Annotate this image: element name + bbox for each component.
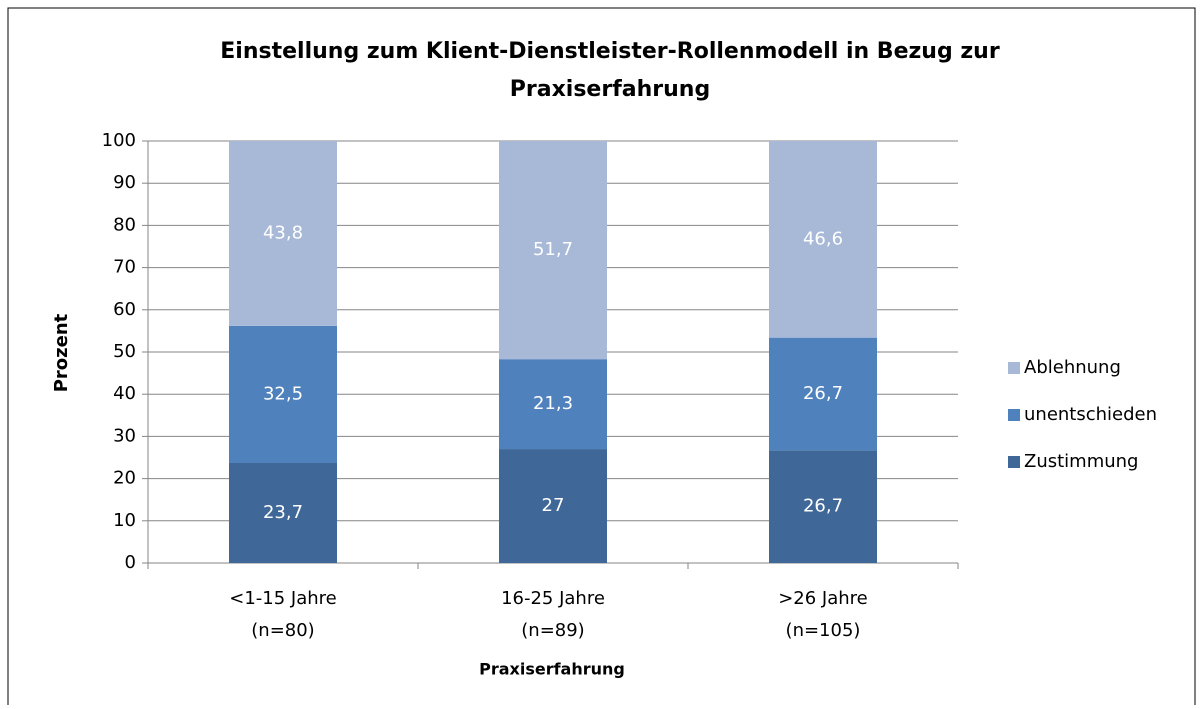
data-label: 32,5 [263, 383, 303, 404]
x-tick-label: >26 Jahre [778, 588, 868, 609]
chart-title: Einstellung zum Klient-Dienstleister-Rol… [220, 39, 1000, 64]
chart-frame [7, 7, 1196, 705]
bar-segment [499, 141, 607, 360]
legend-label: Ablehnung [1024, 357, 1121, 378]
bar-segment [769, 337, 877, 451]
data-label: 43,8 [263, 222, 303, 243]
data-label: 46,6 [803, 228, 843, 249]
bar-segment [499, 359, 607, 450]
bar-segment [499, 449, 607, 563]
y-tick-label: 80 [113, 214, 136, 235]
data-label: 23,7 [263, 502, 303, 523]
bar-segment [769, 450, 877, 563]
y-tick-label: 70 [113, 257, 136, 278]
bar-segment [229, 141, 337, 326]
legend-swatch [1008, 409, 1020, 421]
y-tick-label: 0 [125, 552, 136, 573]
bar-segment [229, 325, 337, 463]
bar-segment [769, 141, 877, 338]
y-tick-label: 40 [113, 383, 136, 404]
y-axis-label: Prozent [51, 313, 72, 392]
x-tick-label: <1-15 Jahre [229, 588, 336, 609]
x-tick-label: (n=105) [786, 620, 861, 641]
x-tick-label: (n=89) [521, 620, 584, 641]
y-tick-label: 20 [113, 468, 136, 489]
data-label: 21,3 [533, 393, 573, 414]
legend-swatch [1008, 362, 1020, 374]
y-tick-label: 90 [113, 172, 136, 193]
data-label: 26,7 [803, 496, 843, 517]
legend-label: unentschieden [1024, 404, 1157, 425]
data-label: 27 [542, 495, 565, 516]
y-tick-label: 50 [113, 341, 136, 362]
y-tick-label: 10 [113, 510, 136, 531]
x-tick-label: 16-25 Jahre [501, 588, 605, 609]
chart-title: Praxiserfahrung [510, 77, 710, 102]
legend-swatch [1008, 456, 1020, 468]
y-tick-label: 30 [113, 425, 136, 446]
y-tick-label: 60 [113, 299, 136, 320]
x-axis-label: Praxiserfahrung [479, 660, 625, 679]
x-tick-label: (n=80) [251, 620, 314, 641]
data-label: 51,7 [533, 239, 573, 260]
y-tick-label: 100 [102, 130, 136, 151]
data-label: 26,7 [803, 383, 843, 404]
bar-segment [229, 462, 337, 563]
legend-label: Zustimmung [1024, 451, 1139, 472]
